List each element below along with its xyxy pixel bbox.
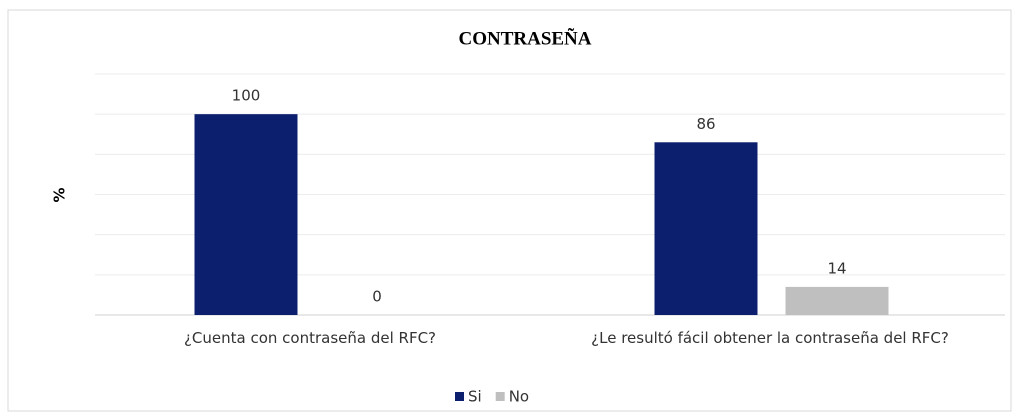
y-axis-label: % [51,187,69,202]
bar [785,286,889,315]
bar [194,114,298,316]
x-tick-label: ¿Le resultó fácil obtener la contraseña … [591,329,949,347]
data-label: 86 [696,115,715,133]
legend-label: Si [468,388,482,406]
x-tick-label: ¿Cuenta con contraseña del RFC? [183,329,437,347]
legend-swatch [455,392,464,401]
legend-swatch [495,392,505,401]
data-label: 14 [827,259,846,277]
chart-frame [7,9,1012,412]
chart-title: CONTRASEÑA [458,27,591,49]
data-label: 100 [232,87,261,105]
bar [654,142,758,315]
legend-label: No [509,388,529,406]
data-label: 0 [372,288,382,306]
